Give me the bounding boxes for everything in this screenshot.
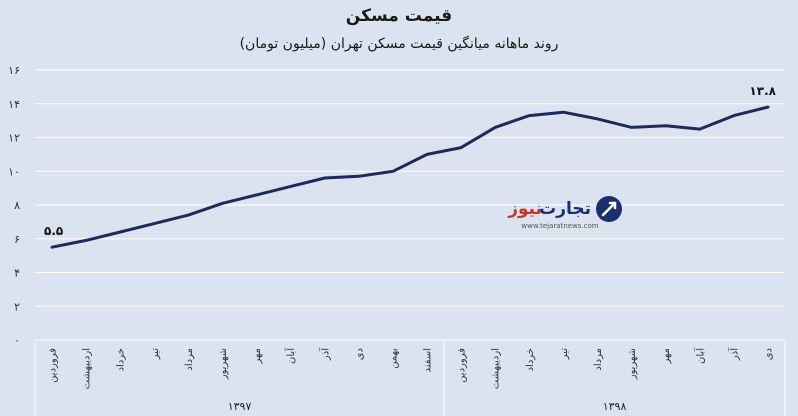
y-tick-label: ۸ xyxy=(14,199,20,212)
data-label: ۵.۵ xyxy=(44,224,63,238)
x-tick-label: آذر xyxy=(318,347,331,361)
x-tick-label: تیر xyxy=(150,348,161,361)
x-tick-label: اسفند xyxy=(423,348,434,372)
y-tick-label: ۴ xyxy=(14,267,20,280)
x-tick-label: مهر xyxy=(252,348,263,364)
x-tick-label: مرداد xyxy=(593,348,604,371)
x-tick-label: خرداد xyxy=(116,348,127,371)
chart-title: قیمت مسکن xyxy=(345,6,453,26)
price-line xyxy=(50,105,770,249)
x-tick-label: فروردین xyxy=(457,348,468,383)
x-tick-label: شهریور xyxy=(627,348,638,380)
chart-subtitle: روند ماهانه میانگین قیمت مسکن تهران (میل… xyxy=(239,36,559,52)
logo-text-accent: نیوز xyxy=(507,199,542,219)
x-tick-label: آبان xyxy=(693,347,706,364)
y-tick-label: ۰ xyxy=(14,334,20,347)
x-tick-label: اردیبهشت xyxy=(491,348,502,389)
logo-url: www.tejaratnews.com xyxy=(521,222,598,230)
y-tick-label: ۱۴ xyxy=(8,98,20,111)
y-tick-label: ۲ xyxy=(14,300,20,313)
x-tick-label: دی xyxy=(354,348,365,360)
data-label: ۱۳.۸ xyxy=(749,84,776,98)
x-tick-label: بهمن xyxy=(388,348,399,369)
x-tick-label: دی xyxy=(763,348,774,360)
y-tick-label: ۱۶ xyxy=(8,64,20,77)
x-tick-label: مهر xyxy=(661,348,672,364)
x-tick-label: اردیبهشت xyxy=(82,348,93,389)
x-tick-label: آذر xyxy=(727,347,740,361)
x-tick-label: شهریور xyxy=(218,348,229,380)
x-group-label: ۱۳۹۸ xyxy=(603,400,627,413)
y-tick-label: ۶ xyxy=(14,233,20,246)
logo-arrow-icon xyxy=(601,201,617,217)
x-tick-label: فروردین xyxy=(48,348,59,383)
x-tick-label: مرداد xyxy=(184,348,195,371)
logo-text-main: تجارت xyxy=(539,199,591,219)
x-group-label: ۱۳۹۷ xyxy=(228,400,252,413)
y-tick-label: ۱۰ xyxy=(8,165,20,178)
x-tick-label: آبان xyxy=(284,347,297,364)
x-tick-label: تیر xyxy=(559,348,570,361)
x-tick-label: خرداد xyxy=(525,348,536,371)
y-tick-label: ۱۲ xyxy=(8,132,20,145)
